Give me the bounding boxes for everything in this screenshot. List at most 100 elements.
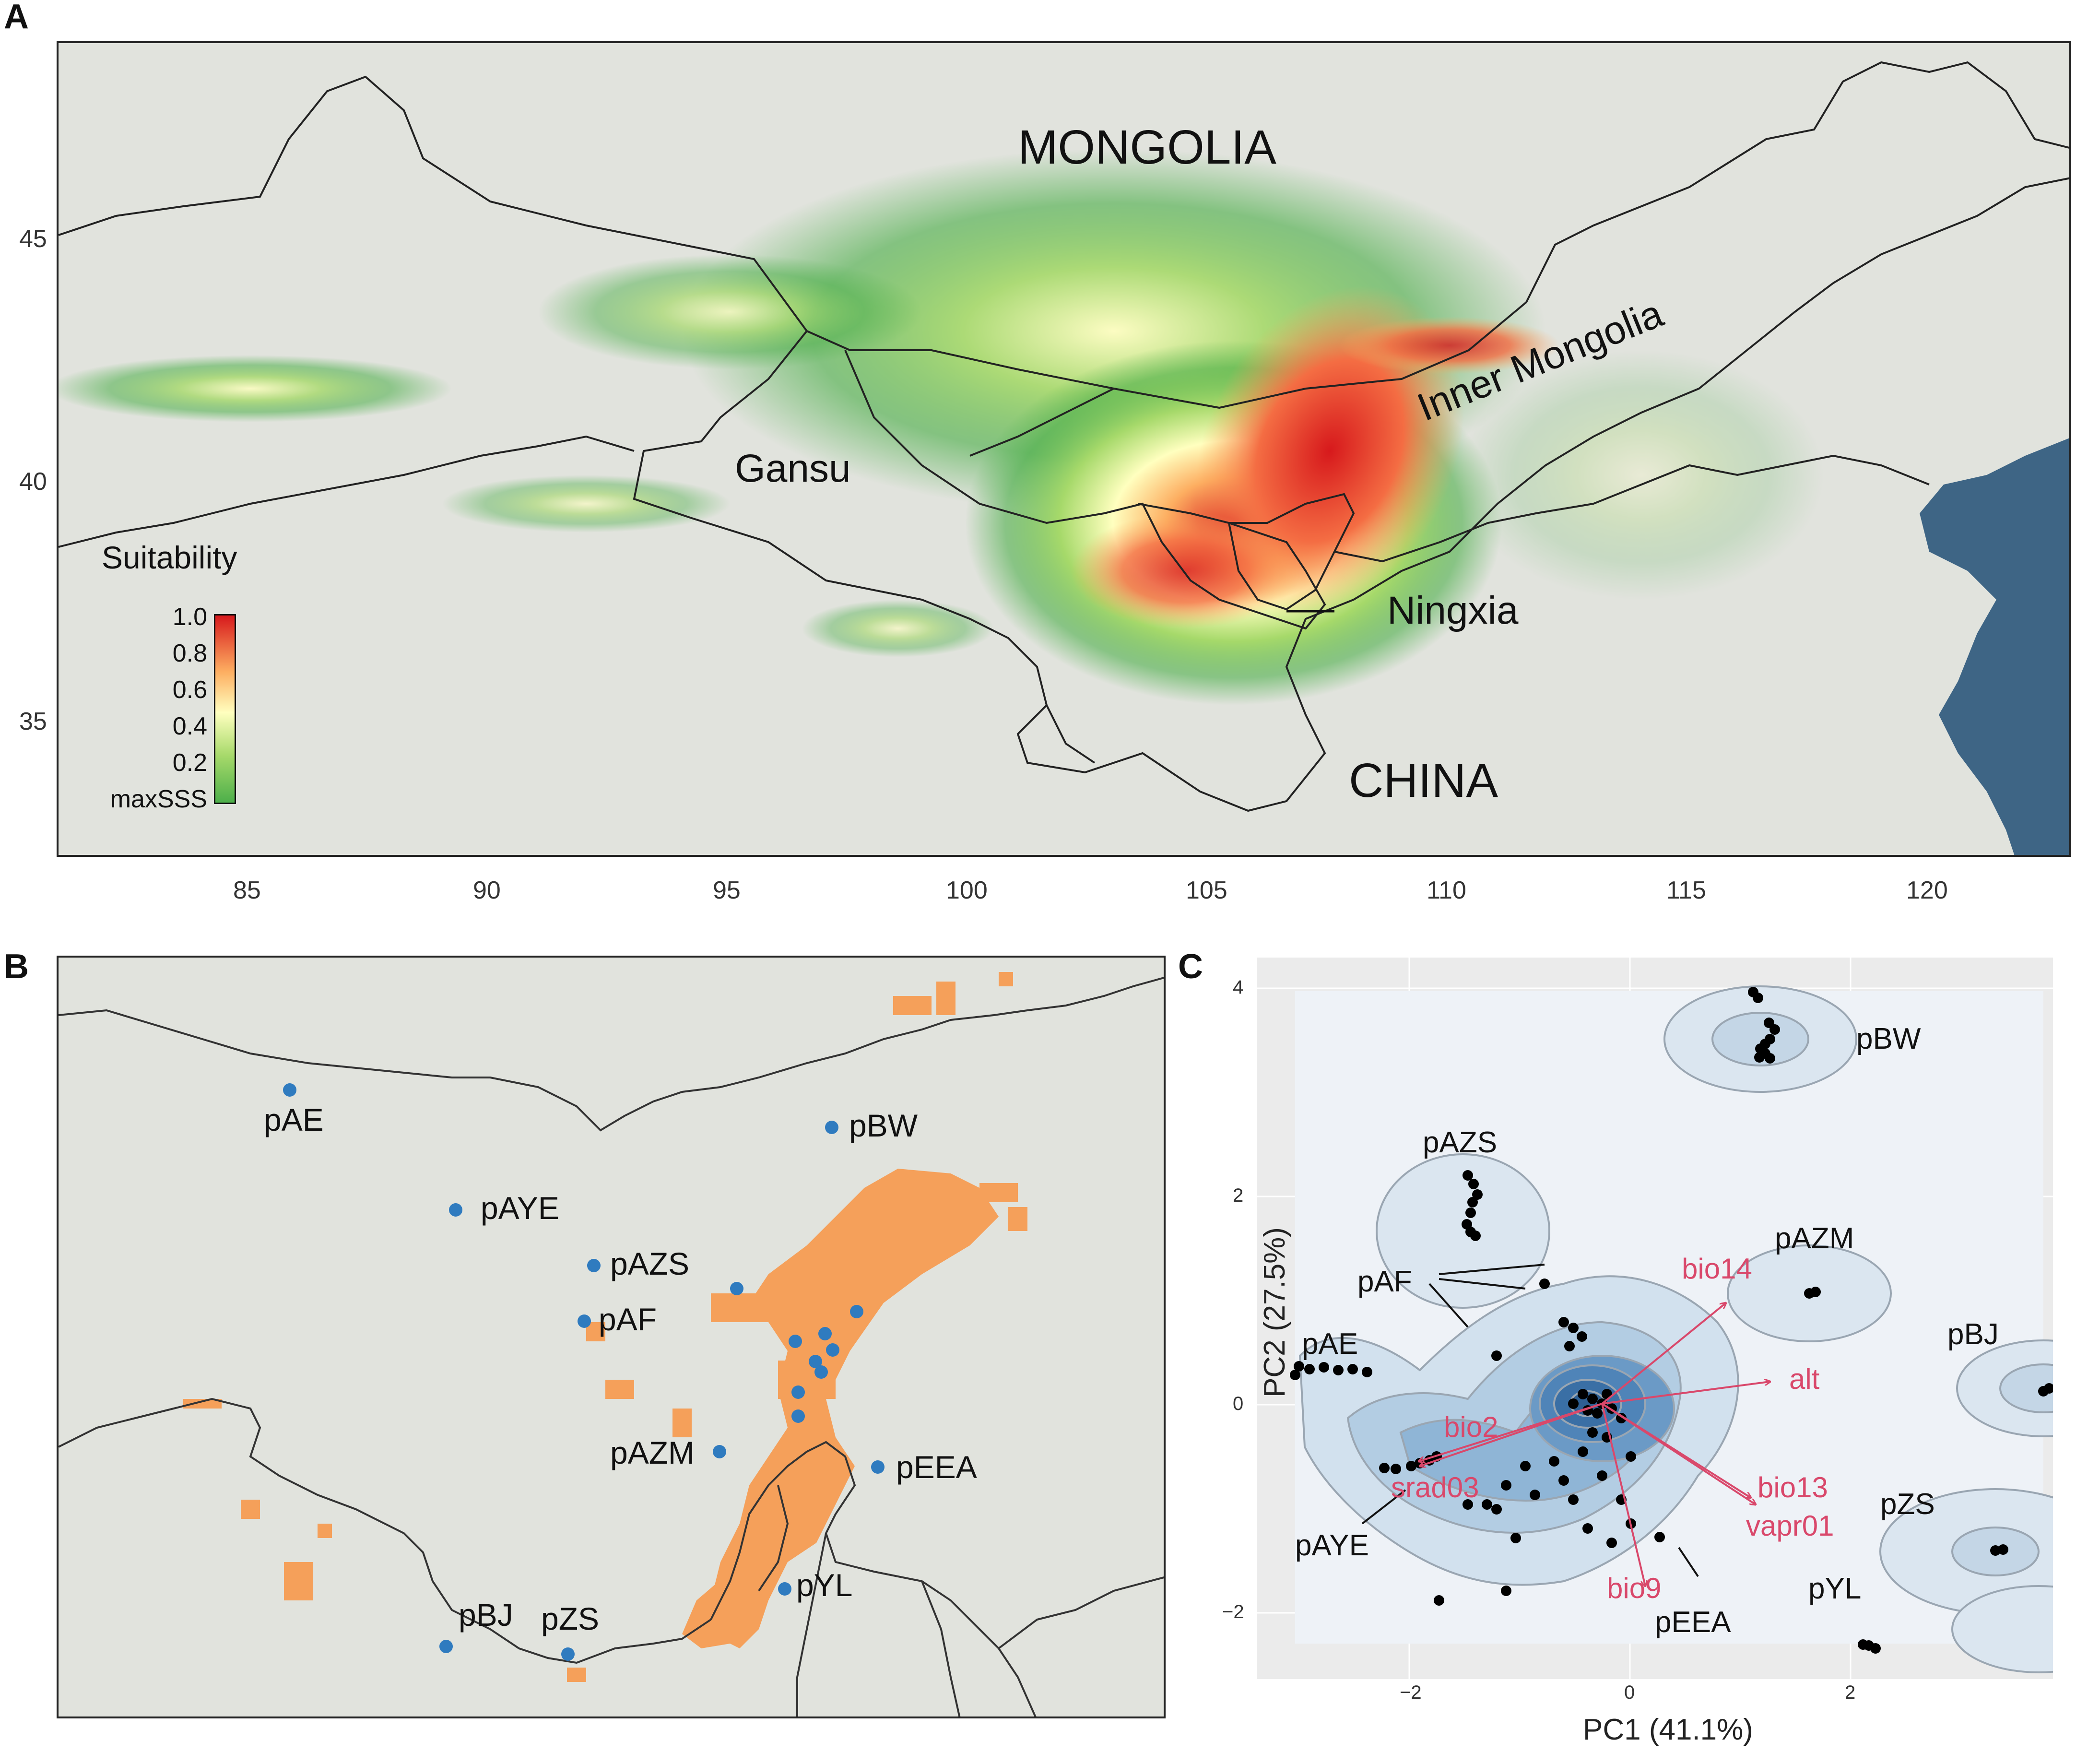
var-label-bio14: bio14 (1682, 1253, 1752, 1285)
site-label-pyl: pYL (796, 1567, 853, 1603)
legend-tick: 0.6 (172, 676, 207, 704)
y-tick: 35 (19, 708, 47, 735)
pca-label-paye: pAYE (1295, 1529, 1369, 1562)
y-tick: 45 (19, 225, 47, 253)
pca-y-tick: 0 (1233, 1393, 1244, 1414)
site-marker-paf (578, 1314, 591, 1328)
x-tick: 115 (1666, 876, 1706, 904)
suitability-surface (59, 149, 1824, 705)
var-label-bio13: bio13 (1758, 1471, 1828, 1504)
site-marker-pazs (587, 1259, 601, 1272)
site-marker-cluster (850, 1305, 863, 1318)
pca-y-axis-title: PC2 (27.5%) (1258, 1227, 1291, 1397)
site-marker-pae (283, 1083, 296, 1097)
label-gansu: Gansu (735, 447, 851, 490)
label-ningxia: Ningxia (1387, 589, 1519, 632)
administrative-borders (59, 61, 2069, 812)
site-label-pazm: pAZM (610, 1435, 695, 1470)
x-tick: 120 (1906, 876, 1948, 904)
pca-plot-panel: pBW pAZS pAZM pAF pAE pBJ pAYE pZS pYL p… (1257, 958, 2053, 1679)
site-label-paye: pAYE (481, 1190, 559, 1226)
legend-tick: 1.0 (172, 603, 207, 631)
arrow-srad03 (1420, 1403, 1603, 1466)
pca-label-pbj: pBJ (1947, 1318, 1999, 1351)
arrow-alt (1602, 1382, 1770, 1405)
x-tick: 110 (1427, 876, 1466, 904)
var-label-alt: alt (1789, 1363, 1820, 1395)
site-label-paf: pAF (599, 1302, 657, 1337)
site-marker-cluster (809, 1355, 822, 1368)
site-marker-cluster (789, 1335, 802, 1348)
pca-label-pzs: pZS (1880, 1488, 1935, 1521)
legend-title: Suitability (102, 540, 237, 575)
site-marker-pbw (825, 1121, 838, 1134)
var-label-srad03: srad03 (1391, 1471, 1479, 1504)
pca-label-pazs: pAZS (1423, 1126, 1498, 1159)
pca-y-tick: 2 (1233, 1185, 1244, 1206)
pca-x-tick: −2 (1400, 1682, 1422, 1703)
site-marker-pzs (561, 1647, 575, 1661)
site-label-pbj: pBJ (459, 1597, 513, 1633)
loading-arrows (1419, 1303, 1770, 1586)
sampling-map: pAE pBW pAYE pAZS pAF pAZM pEEA pYL pBJ … (57, 956, 1166, 1718)
x-tick: 95 (713, 876, 741, 904)
label-china: CHINA (1349, 754, 1498, 807)
legend-colorbar (214, 614, 236, 804)
panel-letter-a: A (4, 0, 29, 36)
var-label-vapr01: vapr01 (1746, 1510, 1834, 1542)
site-marker-cluster (818, 1327, 832, 1340)
pca-x-tick: 0 (1624, 1682, 1635, 1703)
site-label-pae: pAE (264, 1102, 324, 1137)
x-tick: 105 (1186, 876, 1227, 904)
legend-tick: 0.8 (172, 639, 207, 667)
pca-plot-graphic (1257, 958, 2053, 1679)
arrow-bio14 (1601, 1303, 1726, 1405)
site-marker-cluster (791, 1409, 805, 1423)
site-marker-cluster (730, 1282, 743, 1295)
x-tick: 100 (946, 876, 988, 904)
site-marker-cluster (826, 1343, 839, 1357)
pca-points (1290, 987, 2053, 1654)
sampling-sites (283, 1083, 885, 1661)
sampling-map-graphic (59, 972, 1164, 1717)
site-marker-paye (449, 1203, 462, 1217)
pca-label-paf: pAF (1357, 1265, 1412, 1298)
pca-label-pae: pAE (1302, 1327, 1358, 1361)
x-tick: 90 (473, 876, 501, 904)
label-leader-lines (1361, 1264, 1699, 1577)
site-marker-pbj (439, 1640, 453, 1653)
pca-y-tick: −2 (1222, 1601, 1244, 1622)
y-tick: 40 (19, 468, 47, 496)
site-marker-cluster (814, 1365, 828, 1379)
label-mongolia: MONGOLIA (1018, 120, 1276, 174)
legend-tick: maxSSS (110, 785, 207, 813)
arrow-vapr01 (1601, 1403, 1756, 1504)
suitability-map: MONGOLIA CHINA Gansu Inner Mongolia Ning… (57, 41, 2071, 857)
pca-label-pbw: pBW (1856, 1022, 1921, 1055)
var-label-bio2: bio2 (1444, 1411, 1498, 1443)
var-label-bio9: bio9 (1607, 1572, 1662, 1604)
site-marker-pyl (778, 1582, 791, 1596)
pca-label-pazm: pAZM (1775, 1222, 1854, 1255)
site-label-peea: pEEA (896, 1449, 977, 1485)
pca-label-peea: pEEA (1655, 1606, 1731, 1639)
site-marker-cluster (791, 1385, 805, 1399)
administrative-borders (59, 977, 1164, 1717)
panel-letter-b: B (4, 947, 29, 986)
suitability-map-graphic (59, 61, 2069, 855)
pca-label-pyl: pYL (1808, 1572, 1862, 1605)
x-tick: 85 (233, 876, 261, 904)
site-label-pazs: pAZS (610, 1246, 690, 1281)
legend-tick: 0.2 (172, 749, 207, 777)
site-label-pbw: pBW (849, 1108, 918, 1143)
sea-area (1920, 438, 2069, 855)
pca-x-axis-title: PC1 (41.1%) (1583, 1713, 1753, 1746)
site-marker-peea (871, 1460, 885, 1474)
pca-x-tick: 2 (1845, 1682, 1856, 1703)
site-label-pzs: pZS (541, 1601, 600, 1636)
site-marker-pazm (713, 1445, 726, 1458)
pca-y-tick: 4 (1233, 977, 1244, 998)
panel-letter-c: C (1178, 947, 1203, 986)
arrow-bio9 (1601, 1403, 1645, 1586)
legend-tick: 0.4 (172, 712, 207, 740)
